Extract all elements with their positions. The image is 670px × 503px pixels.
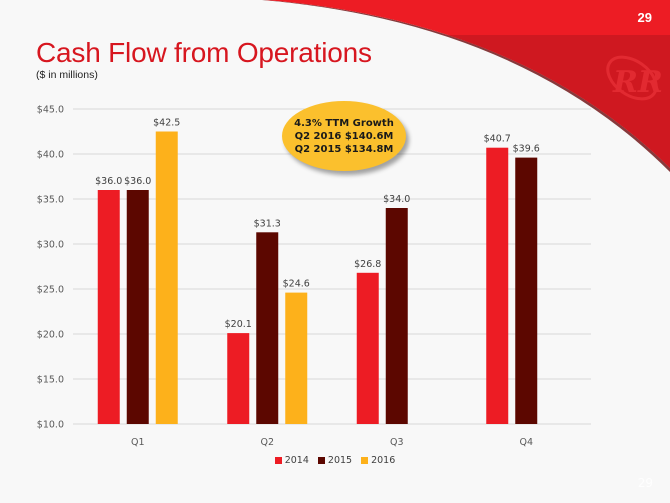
data-label: $39.6 xyxy=(513,144,540,155)
x-axis-ticks: Q1 Q2 Q3 Q4 xyxy=(131,437,533,448)
legend-label-2014: 2014 xyxy=(284,455,309,466)
bars xyxy=(97,131,538,424)
callout-line-q2-2015: Q2 2015 $134.8M xyxy=(294,143,394,155)
y-tick-label: $45.0 xyxy=(37,105,64,116)
data-label: $31.3 xyxy=(254,218,281,229)
data-label: $24.6 xyxy=(283,279,310,290)
bar-2015-Q4 xyxy=(515,157,538,424)
callout-line-growth: 4.3% TTM Growth xyxy=(294,117,394,129)
logo-letters: RR xyxy=(612,65,663,100)
y-tick-label: $25.0 xyxy=(37,285,64,296)
data-label: $26.8 xyxy=(354,259,381,270)
bar-2015-Q3 xyxy=(385,208,408,424)
page-title: Cash Flow from Operations xyxy=(36,37,372,68)
data-label: $40.7 xyxy=(484,134,511,145)
data-label: $20.1 xyxy=(225,319,252,330)
page-subtitle: ($ in millions) xyxy=(36,69,98,81)
legend-label-2015: 2015 xyxy=(327,455,353,466)
x-tick-label: Q1 xyxy=(131,437,145,448)
bar-2014-Q4 xyxy=(486,147,509,424)
y-tick-label: $40.0 xyxy=(37,150,64,161)
data-labels: $36.0 $36.0 $42.5 $20.1 $31.3 $24.6 $26.8 $34.0… xyxy=(95,118,540,331)
y-tick-label: $35.0 xyxy=(37,195,64,206)
y-axis-ticks: $10.0 $15.0 $20.0 $25.0 $30.0 $35.0 $40.0 $45.0 xyxy=(37,105,64,431)
data-label: $36.0 xyxy=(95,176,122,187)
bar-2016-Q2 xyxy=(285,292,308,424)
legend-item-2016: 2016 xyxy=(361,455,395,466)
legend-swatch-2014 xyxy=(274,457,282,464)
callout-line-q2-2016: Q2 2016 $140.6M xyxy=(294,130,394,142)
x-tick-label: Q2 xyxy=(260,437,274,448)
chart-legend: 2014 2015 2016 xyxy=(0,455,670,466)
bar-2016-Q1 xyxy=(155,131,178,424)
page-number-top: 29 xyxy=(637,10,652,25)
y-tick-label: $15.0 xyxy=(37,375,64,386)
x-tick-label: Q4 xyxy=(519,437,533,448)
y-tick-label: $10.0 xyxy=(37,420,64,431)
legend-item-2015: 2015 xyxy=(317,455,353,466)
data-label: $36.0 xyxy=(124,176,151,187)
page-number-bottom: 29 xyxy=(637,476,653,490)
bar-2015-Q1 xyxy=(126,190,149,424)
data-label: $42.5 xyxy=(153,118,180,129)
bar-2014-Q3 xyxy=(356,272,379,424)
data-label: $34.0 xyxy=(383,194,410,205)
y-tick-label: $30.0 xyxy=(37,240,64,251)
legend-swatch-2015 xyxy=(317,457,325,464)
legend-item-2014: 2014 xyxy=(274,455,309,466)
legend-swatch-2016 xyxy=(361,457,369,464)
rr-logo-watermark: RR xyxy=(606,55,663,101)
ttm-growth-callout: 4.3% TTM Growth Q2 2016 $140.6M Q2 2015 … xyxy=(282,101,406,171)
bar-2015-Q2 xyxy=(256,232,279,424)
x-tick-label: Q3 xyxy=(390,437,404,448)
bar-2014-Q2 xyxy=(227,333,250,424)
legend-label-2016: 2016 xyxy=(371,455,396,466)
bar-2014-Q1 xyxy=(97,190,120,424)
y-tick-label: $20.0 xyxy=(37,330,64,341)
